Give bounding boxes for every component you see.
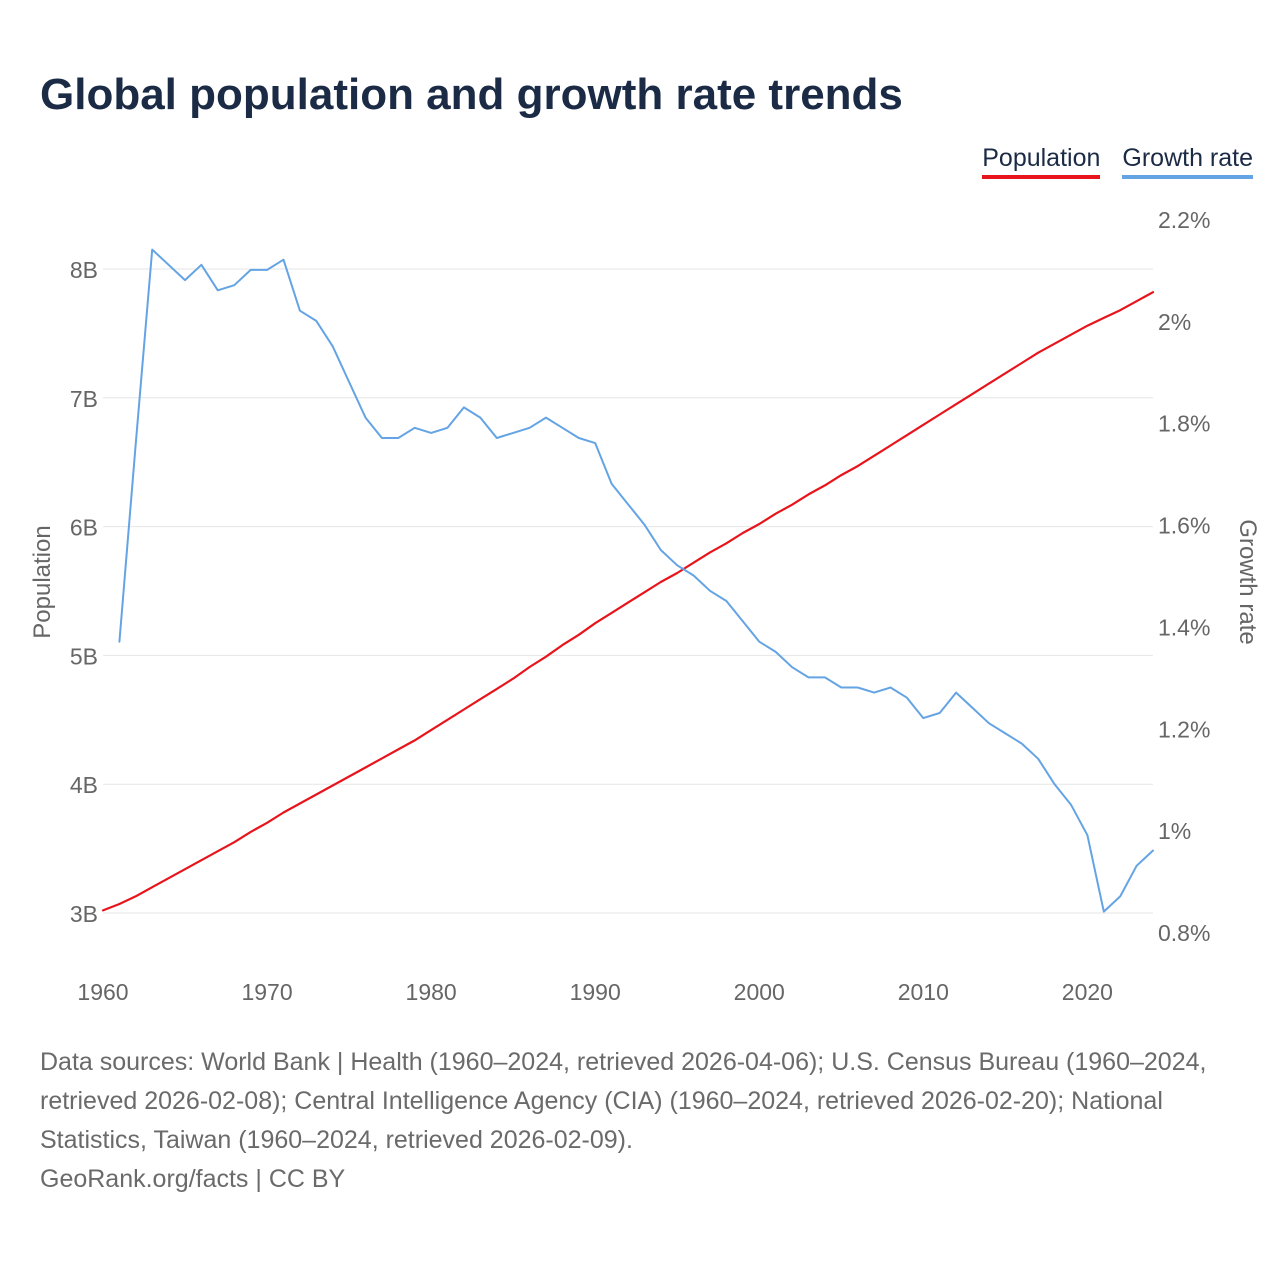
right-tick-label: 1.4% [1158,614,1210,640]
x-tick-label: 2020 [1062,979,1113,1005]
right-tick-label: 1% [1158,818,1191,844]
left-tick-label: 3B [70,901,98,927]
right-tick-label: 0.8% [1158,920,1210,946]
x-tick-label: 1980 [406,979,457,1005]
credit-link[interactable]: GeoRank.org/facts | CC BY [40,1165,346,1193]
left-tick-label: 6B [70,515,98,541]
x-tick-label: 2000 [734,979,785,1005]
left-axis-title: Population [29,525,56,638]
data-sources: Data sources: World Bank | Health (1960–… [40,1048,1207,1154]
right-tick-label: 1.8% [1158,411,1210,437]
chart-footer: Data sources: World Bank | Health (1960–… [40,1043,1250,1199]
x-tick-label: 1970 [241,979,292,1005]
right-tick-label: 2.2% [1158,207,1210,233]
right-tick-label: 2% [1158,309,1191,335]
right-axis-title: Growth rate [1234,519,1261,644]
right-tick-label: 1.2% [1158,716,1210,742]
legend-growth-rate[interactable]: Growth rate [1122,144,1253,179]
left-tick-label: 5B [70,643,98,669]
x-tick-label: 1960 [77,979,128,1005]
left-tick-label: 4B [70,772,98,798]
left-tick-label: 8B [70,257,98,283]
legend-population[interactable]: Population [982,144,1101,179]
population-line [101,291,1155,912]
chart-title: Global population and growth rate trends [40,70,903,119]
chart-legend: Population Growth rate [982,144,1253,179]
growth-rate-line [118,248,1154,913]
chart-svg: 3B 4B 5B 6B 7B 8B 0.8% 1% 1.2% 1.4% 1.6% 1.8% 2% 2.2%… [29,207,1261,1005]
x-tick-label: 2010 [898,979,949,1005]
left-tick-label: 7B [70,386,98,412]
x-tick-label: 1990 [570,979,621,1005]
right-tick-label: 1.6% [1158,513,1210,539]
